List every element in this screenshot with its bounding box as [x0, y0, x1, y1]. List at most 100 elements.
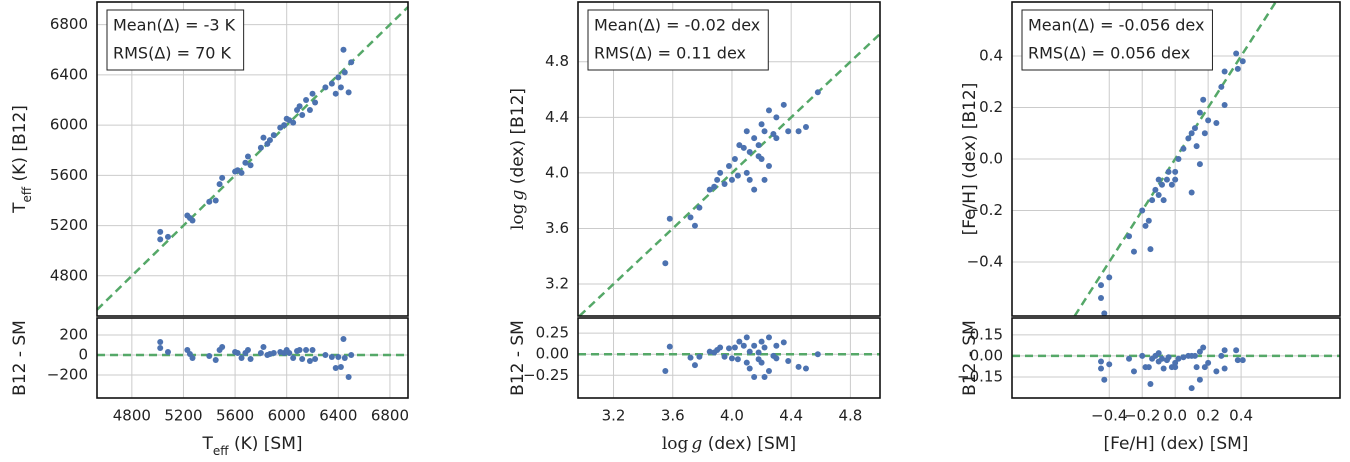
- point: [247, 162, 254, 169]
- residual-point: [1221, 347, 1228, 354]
- x-tick-label: 5600: [216, 407, 254, 425]
- point: [1239, 58, 1246, 65]
- residual-point: [1180, 354, 1187, 361]
- point: [299, 112, 306, 119]
- residual-point: [286, 350, 293, 356]
- y-tick-label: 5200: [50, 216, 88, 234]
- y-tick-label: 200: [59, 326, 88, 344]
- residual-point: [340, 336, 347, 342]
- x-tick-label: 4.4: [779, 407, 803, 425]
- residual-point: [721, 353, 728, 360]
- x-tick-label: 6400: [319, 407, 357, 425]
- label-part: [Fe/H] (dex) [SM]: [1104, 434, 1249, 454]
- point: [1106, 274, 1113, 281]
- residual-point: [1234, 357, 1241, 364]
- residual-point: [1147, 380, 1154, 387]
- point: [1193, 143, 1200, 150]
- residual-point: [1172, 364, 1179, 371]
- residual-point: [1196, 348, 1203, 355]
- label-part: T: [10, 202, 30, 214]
- one-to-one-line: [96, 6, 409, 311]
- point: [773, 135, 780, 142]
- label-part: g: [691, 434, 702, 454]
- residual-point: [189, 355, 196, 361]
- axis-label: Teff (K) [SM]: [202, 434, 303, 458]
- x-tick-label: 3.2: [602, 407, 626, 425]
- y-tick-label: 6800: [50, 15, 88, 33]
- point: [1172, 168, 1179, 175]
- residual-point: [1233, 347, 1240, 354]
- label-part: (dex) [SM]: [702, 434, 796, 454]
- residual-point: [157, 345, 164, 351]
- x-tick-label: 0.2: [1196, 407, 1220, 425]
- point: [751, 186, 758, 193]
- axis-label: [Fe/H] (dex) [B12]: [960, 83, 980, 236]
- residual-point: [270, 350, 277, 356]
- point: [1126, 233, 1133, 240]
- point: [1218, 83, 1225, 90]
- residual-point: [743, 359, 750, 366]
- point: [206, 198, 213, 205]
- label-part: log: [508, 203, 528, 230]
- point: [728, 176, 735, 183]
- point: [785, 128, 792, 135]
- label-part: [Fe/H] (dex) [B12]: [960, 83, 980, 236]
- point: [296, 103, 303, 110]
- point: [691, 222, 698, 229]
- residual-point: [328, 354, 335, 360]
- residual-point: [691, 362, 698, 369]
- residual-point: [755, 356, 762, 363]
- residual-point: [1145, 364, 1152, 371]
- axis-label: log g (dex) [SM]: [662, 434, 796, 455]
- residual-point: [157, 339, 164, 345]
- y-tick-label: −0.25: [523, 366, 569, 384]
- point: [662, 260, 669, 267]
- point: [1160, 197, 1167, 204]
- residual-point: [247, 356, 254, 362]
- residual-point: [1205, 359, 1212, 366]
- residual-point: [1188, 385, 1195, 392]
- point: [1196, 109, 1203, 116]
- point: [696, 204, 703, 211]
- point: [1234, 65, 1241, 72]
- residual-point: [1165, 354, 1172, 361]
- point: [1101, 310, 1108, 317]
- residual-point: [1155, 350, 1162, 357]
- point: [345, 89, 352, 96]
- point: [1155, 176, 1162, 183]
- main-frame: [1011, 1, 1341, 317]
- residual-point: [773, 355, 780, 362]
- residual-point: [219, 344, 226, 350]
- point: [238, 169, 245, 176]
- point: [755, 153, 762, 160]
- point: [721, 181, 728, 188]
- point: [726, 162, 732, 169]
- residual-point: [758, 338, 765, 345]
- residual-frame: [577, 317, 881, 399]
- residual-point: [1196, 376, 1203, 383]
- residual-point: [238, 355, 245, 361]
- residual-y-label: B12 - SM: [508, 320, 528, 396]
- point: [1213, 119, 1220, 126]
- label-part: g: [508, 189, 528, 200]
- x-tick-label: 6000: [268, 407, 306, 425]
- annotation-box: [106, 9, 245, 71]
- x-tick-label: 4.8: [838, 407, 862, 425]
- point: [257, 144, 264, 151]
- residual-point: [706, 348, 713, 355]
- point: [743, 169, 750, 176]
- point: [309, 90, 316, 97]
- residual-point: [1175, 355, 1182, 362]
- residual-point: [755, 349, 762, 356]
- label-part: (K) [SM]: [229, 434, 303, 454]
- point: [322, 84, 329, 91]
- label-part: eff: [213, 444, 229, 458]
- point: [1142, 222, 1149, 229]
- y-tick-label: 6000: [50, 116, 88, 134]
- y-tick-label: 3.2: [545, 275, 569, 293]
- point: [244, 153, 251, 160]
- annotation: RMS(Δ) = 70 K: [113, 44, 232, 63]
- residual-point: [1213, 368, 1220, 375]
- point: [706, 186, 713, 193]
